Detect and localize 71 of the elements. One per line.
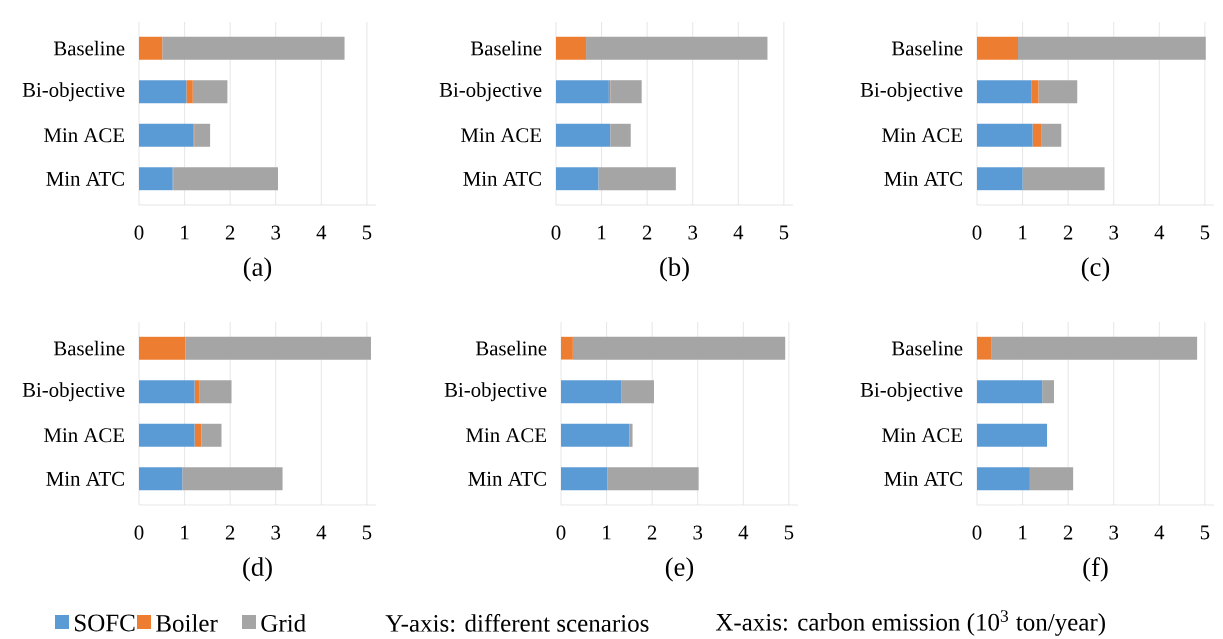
x-tick-label: 1 bbox=[598, 225, 606, 240]
y-tick-label: Min ATC bbox=[46, 171, 124, 186]
x-tick-label: 4 bbox=[1154, 225, 1165, 240]
y-tick-label: Min ACE bbox=[466, 428, 546, 443]
x-tick-label: 0 bbox=[556, 525, 566, 540]
text: (b) bbox=[660, 257, 689, 282]
y-tick-label: Baseline bbox=[470, 40, 542, 56]
y-tick-label: Bi-objective bbox=[860, 82, 963, 102]
y-tick-label: Baseline bbox=[891, 40, 963, 56]
x-tick-label: 0 bbox=[134, 225, 144, 240]
x-tick-label: 2 bbox=[225, 225, 235, 240]
x-tick-label: 0 bbox=[134, 525, 144, 540]
x-tick-label: 0 bbox=[972, 525, 982, 540]
x-tick-label: 2 bbox=[647, 525, 657, 540]
x-tick-label: 1 bbox=[181, 525, 189, 540]
y-tick-label: Min ATC bbox=[884, 471, 962, 486]
y-tick-label: Baseline bbox=[891, 340, 963, 356]
x-tick-label: 4 bbox=[316, 225, 327, 240]
text: (e) bbox=[665, 557, 694, 582]
text: (c) bbox=[1081, 257, 1110, 282]
x-axis-title: X-axis: carbon emission (10$^{3}$ ton/year) bbox=[715, 610, 1105, 636]
x-tick-label: 4 bbox=[1154, 525, 1165, 540]
x-tick-label: 1 bbox=[181, 225, 189, 240]
x-tick-label: 3 bbox=[1109, 525, 1119, 540]
x-tick-label: 5 bbox=[1200, 225, 1210, 240]
y-tick-label: Bi-objective bbox=[22, 382, 125, 402]
y-tick-label: Min ATC bbox=[884, 171, 962, 186]
x-tick-label: 3 bbox=[271, 225, 281, 240]
y-tick-label: Min ATC bbox=[46, 471, 124, 486]
legend-label: SOFC bbox=[75, 614, 135, 632]
y-tick-label: Min ACE bbox=[44, 128, 124, 143]
y-axis-title: Y-axis: different scenarios bbox=[385, 614, 649, 632]
legend-label: Boiler bbox=[156, 614, 218, 632]
x-tick-label: 0 bbox=[972, 225, 982, 240]
y-tick-label: Min ACE bbox=[461, 128, 541, 143]
y-tick-label: Min ATC bbox=[463, 171, 541, 186]
y-tick-label: Bi-objective bbox=[439, 82, 542, 102]
x-tick-label: 5 bbox=[784, 525, 794, 540]
x-tick-label: 2 bbox=[1063, 225, 1073, 240]
x-tick-label: 3 bbox=[271, 525, 281, 540]
y-tick-label: Bi-objective bbox=[444, 382, 547, 402]
x-tick-label: 3 bbox=[688, 225, 698, 240]
y-tick-label: Baseline bbox=[53, 340, 125, 356]
x-tick-label: 5 bbox=[779, 225, 789, 240]
y-tick-label: Min ACE bbox=[44, 428, 124, 443]
y-tick-label: Bi-objective bbox=[22, 82, 125, 102]
legend-label: Grid bbox=[261, 614, 306, 632]
y-tick-label: Min ACE bbox=[882, 428, 962, 443]
x-tick-label: 0 bbox=[551, 225, 561, 240]
x-tick-label: 4 bbox=[316, 525, 327, 540]
x-tick-label: 5 bbox=[1200, 525, 1210, 540]
x-tick-label: 3 bbox=[693, 525, 703, 540]
text: (d) bbox=[243, 557, 272, 582]
text: (a) bbox=[243, 257, 272, 282]
x-tick-label: 3 bbox=[1109, 225, 1119, 240]
x-tick-label: 2 bbox=[225, 525, 235, 540]
x-tick-label: 2 bbox=[642, 225, 652, 240]
y-tick-label: Min ACE bbox=[882, 128, 962, 143]
y-tick-label: Bi-objective bbox=[860, 382, 963, 402]
x-tick-label: 1 bbox=[1019, 225, 1027, 240]
x-tick-label: 5 bbox=[362, 525, 372, 540]
text: (f) bbox=[1083, 557, 1108, 582]
x-tick-label: 4 bbox=[733, 225, 744, 240]
y-tick-label: Min ATC bbox=[468, 471, 546, 486]
x-tick-label: 4 bbox=[738, 525, 749, 540]
x-tick-label: 5 bbox=[362, 225, 372, 240]
y-tick-label: Baseline bbox=[475, 340, 547, 356]
x-tick-label: 1 bbox=[603, 525, 611, 540]
x-tick-label: 2 bbox=[1063, 525, 1073, 540]
y-tick-label: Baseline bbox=[53, 40, 125, 56]
x-tick-label: 1 bbox=[1019, 525, 1027, 540]
